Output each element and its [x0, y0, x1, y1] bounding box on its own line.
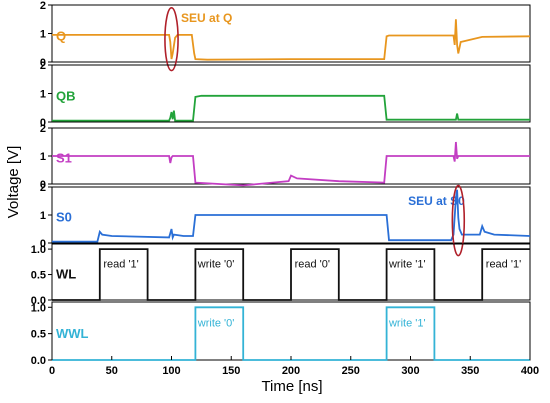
panel-frame: [51, 64, 531, 123]
x-tick-label: 250: [342, 365, 360, 377]
seu-highlight-ellipse: [164, 7, 179, 72]
panel-s0: 0 1 2 S0 SEU at S0: [40, 182, 531, 257]
y-tick-label: 2: [40, 182, 46, 194]
series-line-wl: [52, 248, 530, 301]
panel-qb: 0 1 2 QB: [40, 60, 531, 129]
x-tick-label: 200: [282, 365, 300, 377]
y-tick-label: 0: [40, 238, 46, 250]
pulse-label: read '1': [486, 259, 521, 271]
y-tick-label: 1.0: [31, 302, 46, 314]
panel-wwl: 0.0 0.5 1.0 WWL write '0' write '1': [31, 301, 531, 367]
series-label-q: Q: [56, 28, 66, 43]
x-tick-label: 300: [401, 365, 419, 377]
series-line-s1: [52, 141, 530, 187]
y-tick-label: 1: [40, 29, 46, 41]
y-tick-label: 0: [40, 179, 46, 191]
y-tick-label: 2: [40, 123, 46, 135]
y-tick-label: 1: [40, 89, 46, 101]
pulse-label: read '1': [103, 259, 138, 271]
pulse-label: read '0': [295, 259, 330, 271]
panel-q: 0 1 2 Q SEU at Q: [40, 0, 531, 72]
y-tick-label: 2: [40, 60, 46, 72]
series-label-s1: S1: [56, 151, 72, 166]
y-tick-label: 0.0: [31, 355, 46, 367]
x-tick-label: 50: [106, 365, 118, 377]
y-tick-label: 1: [40, 210, 46, 222]
y-axis-title: Voltage [V]: [5, 146, 22, 219]
x-tick-label: 0: [49, 365, 55, 377]
seu-highlight-ellipse: [451, 184, 466, 257]
pulse-label: write '0': [197, 317, 235, 329]
annotation-text: SEU at Q: [181, 11, 232, 25]
x-tick-label: 400: [521, 365, 539, 377]
series-label-wl: WL: [56, 267, 76, 282]
series-label-qb: QB: [56, 88, 76, 103]
y-tick-label: 0: [40, 57, 46, 69]
series-line-qb: [52, 94, 530, 122]
x-tick-label: 150: [222, 365, 240, 377]
y-tick-label: 0.0: [31, 295, 46, 307]
annotation-text: SEU at S0: [408, 194, 465, 208]
panel-wl: 0.0 0.5 1.0 WL read '1' write '0' read '0' writ…: [31, 243, 531, 307]
panel-frame: [51, 301, 531, 361]
y-tick-label: 0.5: [31, 270, 46, 282]
pulse-label: write '1': [388, 259, 426, 271]
x-axis: 0 50 100 150 200 250 300 350 400: [49, 356, 539, 377]
series-label-wwl: WWL: [56, 326, 89, 341]
y-tick-label: 2: [40, 0, 46, 12]
panel-s1: 0 1 2 S1: [40, 123, 531, 191]
y-tick-label: 0.5: [31, 329, 46, 341]
series-line-wwl: [52, 306, 530, 361]
pulse-label: write '1': [388, 317, 426, 329]
series-line-q: [52, 19, 531, 61]
x-tick-label: 100: [162, 365, 180, 377]
series-line-s0: [52, 189, 531, 243]
x-tick-label: 350: [461, 365, 479, 377]
y-tick-label: 1: [40, 151, 46, 163]
y-tick-label: 1.0: [31, 244, 46, 256]
pulse-label: write '0': [197, 259, 235, 271]
x-axis-title: Time [ns]: [261, 378, 322, 395]
y-tick-label: 0: [40, 117, 46, 129]
series-label-s0: S0: [56, 210, 72, 225]
